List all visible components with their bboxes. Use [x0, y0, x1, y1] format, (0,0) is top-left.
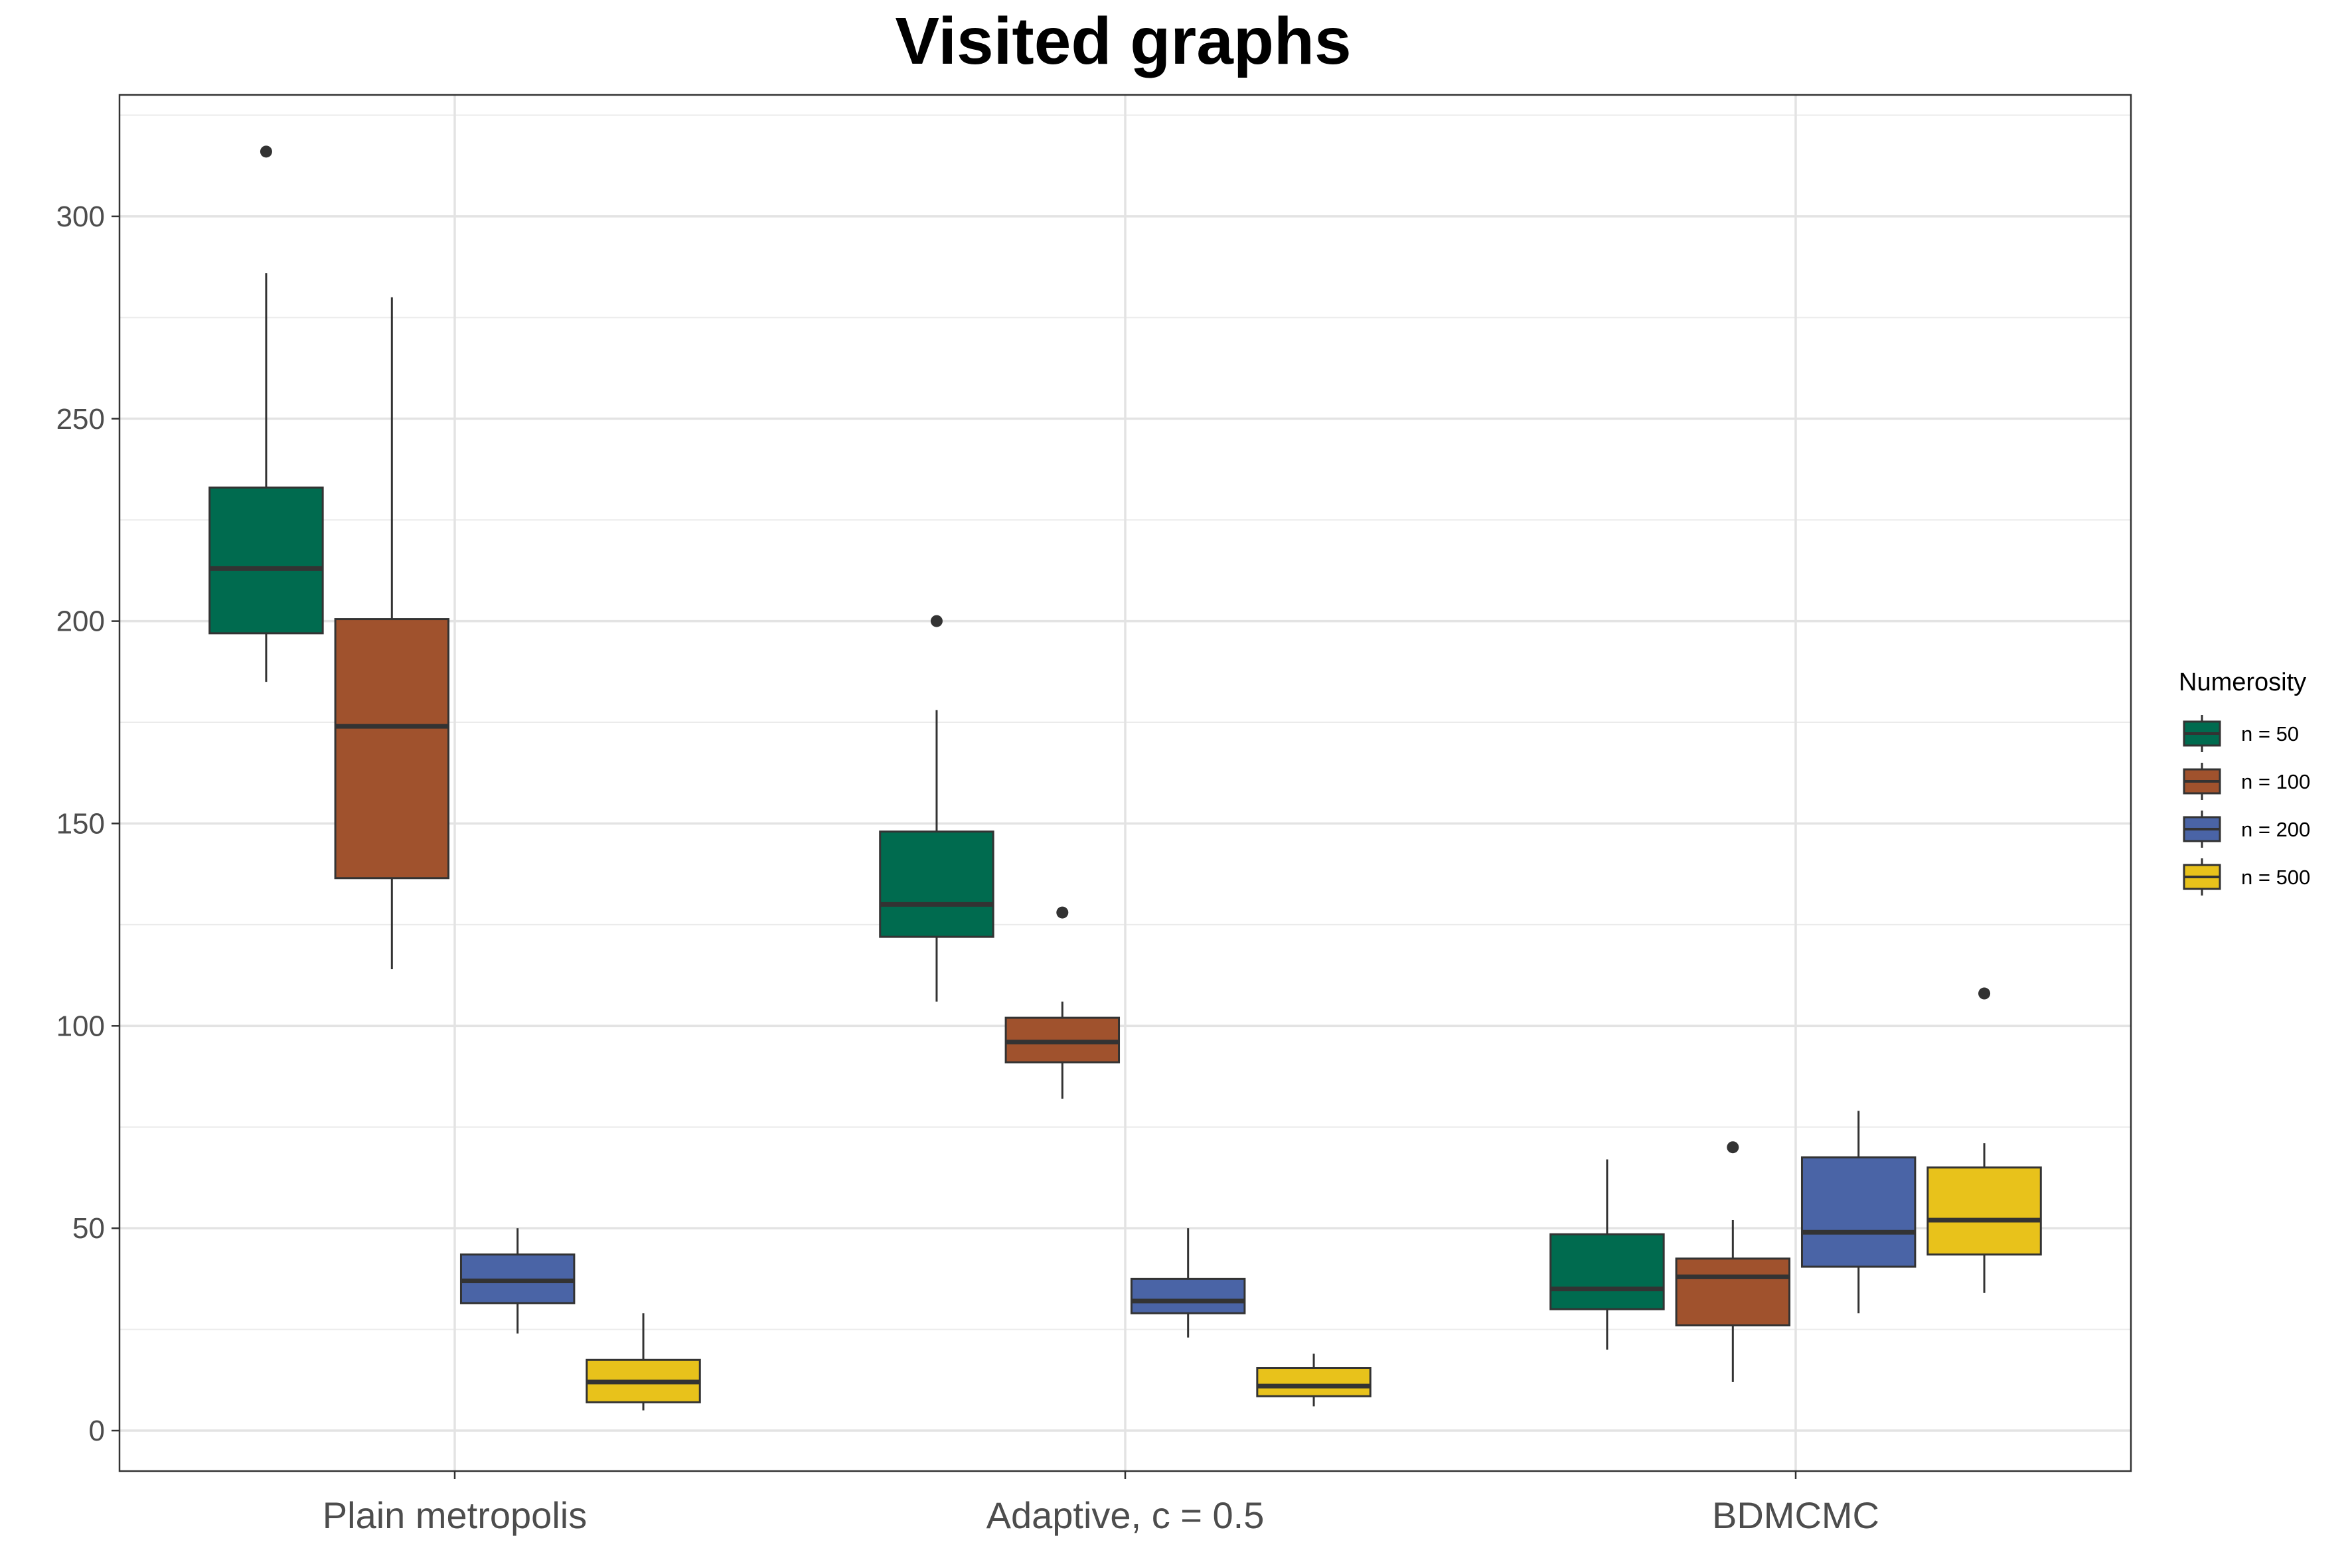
- legend: Numerosity n = 50 n = 100 n = 200 n = 500: [2179, 668, 2310, 896]
- outlier-point: [1727, 1141, 1739, 1154]
- box-group: [1926, 987, 2042, 1293]
- box-body: [1926, 1166, 2042, 1256]
- box-group: [1004, 906, 1121, 1099]
- outlier-point: [1978, 987, 1991, 1000]
- outlier-point: [260, 145, 272, 158]
- axis-layer: 0 50 100 150 200 250 300 Plain metropolis Adapti…: [56, 200, 1879, 1536]
- box-body: [1800, 1156, 1917, 1268]
- box-body: [334, 618, 450, 880]
- legend-label: n = 100: [2241, 770, 2310, 793]
- box-body: [1130, 1277, 1246, 1314]
- box-group: [879, 615, 994, 1002]
- outlier-point: [1056, 906, 1069, 919]
- box-group: [586, 1313, 701, 1411]
- y-tick-label: 200: [56, 605, 105, 638]
- legend-item: n = 500: [2183, 858, 2310, 896]
- y-tick-label: 150: [56, 807, 105, 840]
- box-group: [1800, 1111, 1917, 1314]
- box-group: [459, 1228, 576, 1334]
- x-tick-label: Adaptive, c = 0.5: [986, 1494, 1265, 1536]
- legend-label: n = 50: [2241, 722, 2299, 745]
- y-tick-label: 50: [72, 1212, 105, 1245]
- y-tick-label: 100: [56, 1010, 105, 1042]
- box-group: [1256, 1354, 1372, 1407]
- box-group: [1549, 1159, 1665, 1350]
- box-body: [1549, 1233, 1665, 1310]
- grid-layer: [119, 95, 2131, 1471]
- y-tick-label: 300: [56, 200, 105, 233]
- x-tick-label: BDMCMC: [1712, 1494, 1879, 1536]
- box-body: [208, 486, 324, 635]
- box-group: [208, 145, 324, 682]
- box-group: [334, 297, 450, 969]
- legend-item: n = 100: [2183, 763, 2310, 800]
- y-tick-label: 0: [89, 1415, 105, 1447]
- box-body: [1256, 1367, 1372, 1397]
- legend-label: n = 200: [2241, 818, 2310, 841]
- legend-label: n = 500: [2241, 866, 2310, 889]
- y-tick-label: 250: [56, 403, 105, 435]
- legend-item: n = 50: [2183, 715, 2299, 752]
- legend-item: n = 200: [2183, 811, 2310, 848]
- box-layer: [208, 145, 2042, 1411]
- legend-title: Numerosity: [2179, 668, 2306, 696]
- x-tick-label: Plain metropolis: [323, 1494, 587, 1536]
- box-group: [1130, 1228, 1246, 1338]
- chart-title: Visited graphs: [895, 4, 1351, 78]
- box-body: [1675, 1257, 1791, 1327]
- box-group: [1675, 1141, 1791, 1382]
- outlier-point: [930, 615, 943, 627]
- box-body: [879, 830, 994, 938]
